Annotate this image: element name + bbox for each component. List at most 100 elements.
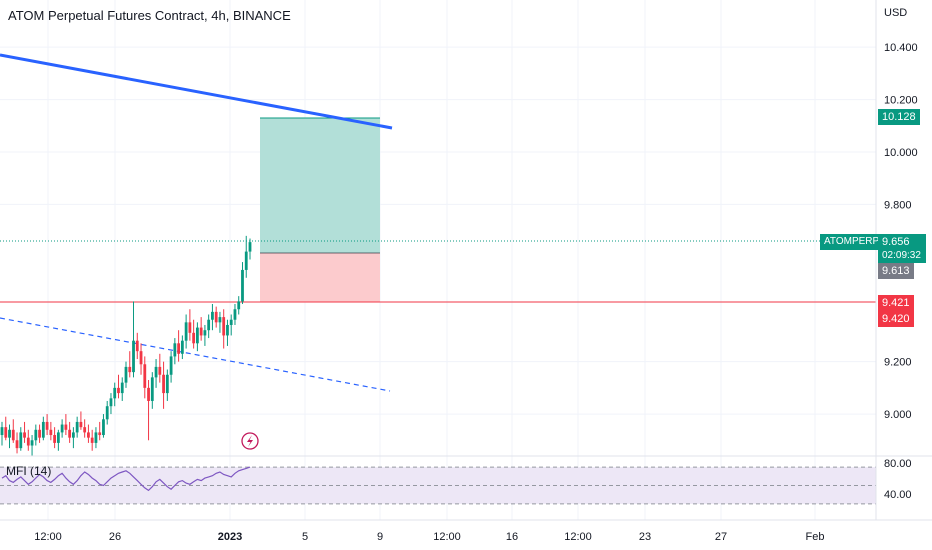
price-tick-label: 10.400: [884, 42, 918, 54]
time-tick-label: 16: [506, 531, 518, 543]
time-tick-label: 23: [639, 531, 651, 543]
candle-body: [56, 432, 60, 443]
time-tick-label: 27: [715, 531, 727, 543]
candle-body: [98, 432, 102, 436]
candle-body: [94, 432, 98, 443]
time-tick-label: 26: [109, 531, 121, 543]
candle-body: [102, 419, 105, 436]
candle-body: [222, 317, 226, 336]
candle-body: [64, 424, 68, 430]
candle-body: [188, 322, 192, 333]
mfi-indicator-label[interactable]: MFI (14): [6, 464, 52, 478]
target-price-badge: 10.128: [878, 109, 920, 125]
candle-body: [68, 429, 72, 438]
candle-body: [26, 437, 30, 446]
candle-body: [8, 429, 11, 438]
mfi-pane: [0, 466, 876, 505]
candle-body: [75, 421, 79, 433]
price-tick-label: 10.200: [884, 95, 918, 107]
last-price-badge: 9.656: [878, 234, 926, 250]
trendline-dashed[interactable]: [0, 317, 391, 392]
chart-grid: [0, 0, 876, 520]
candle-body: [105, 406, 109, 420]
candle-body: [147, 387, 150, 401]
candle-body: [241, 269, 244, 302]
price-tick-label: 9.000: [884, 409, 912, 421]
candle-body: [53, 435, 57, 443]
candle-body: [184, 322, 188, 341]
candle-body: [244, 251, 248, 270]
symbol-badge: ATOMPERP: [820, 234, 884, 250]
candle-body: [19, 432, 23, 449]
candle-body: [45, 421, 49, 430]
candle-body: [158, 366, 162, 375]
candle-body: [11, 429, 15, 441]
candle-body: [117, 387, 120, 394]
time-tick-label: 9: [377, 531, 383, 543]
trendline-solid[interactable]: [0, 53, 393, 130]
candle-body: [23, 432, 26, 438]
candle-body: [154, 366, 158, 378]
candle-body: [128, 366, 132, 373]
candle-body: [162, 374, 165, 394]
candle-body: [218, 317, 222, 323]
candle-body: [237, 301, 241, 310]
candle-body: [248, 242, 252, 252]
candle-body: [120, 382, 124, 394]
candle-body: [177, 343, 181, 354]
entry-price-badge: 9.613: [878, 263, 914, 279]
candle-body: [211, 311, 214, 320]
candle-body: [90, 437, 94, 443]
candle-body: [143, 364, 147, 388]
candle-body: [49, 429, 53, 436]
long-position-tool[interactable]: [260, 117, 380, 302]
time-axis[interactable]: 12:00 26 2023 5 9 12:00 16 12:00 23 27 Feb: [34, 531, 824, 543]
candle-body: [169, 356, 173, 375]
candle-body: [132, 340, 135, 373]
currency-label: USD: [884, 7, 908, 19]
mfi-tick-label: 40.00: [884, 489, 912, 501]
candle-body: [165, 374, 169, 394]
candle-body: [203, 330, 207, 336]
time-tick-label: 12:00: [433, 531, 461, 543]
candle-body: [79, 421, 83, 428]
candle-body: [87, 432, 90, 438]
candle-body: [207, 319, 211, 331]
candle-body: [60, 424, 64, 433]
time-tick-label: 12:00: [564, 531, 592, 543]
mfi-tick-label: 80.00: [884, 458, 912, 470]
price-axis[interactable]: 10.400 10.200 10.000 9.800 9.200 9.000 80.00 40…: [884, 42, 918, 501]
candle-body: [135, 340, 139, 352]
candle-body: [109, 398, 113, 407]
candlestick-series: [0, 235, 252, 456]
candle-body: [226, 324, 229, 336]
bar-countdown-badge: 02:09:32: [878, 248, 926, 263]
candle-body: [139, 351, 143, 365]
candle-body: [199, 327, 203, 336]
time-tick-label: Feb: [806, 531, 825, 543]
dividend-event-icon[interactable]: [241, 432, 259, 450]
candle-body: [124, 366, 128, 383]
candle-body: [71, 432, 75, 438]
candle-body: [83, 427, 87, 433]
candle-body: [150, 377, 154, 401]
candle-body: [15, 440, 19, 449]
candle-body: [113, 387, 117, 399]
loss-zone[interactable]: [260, 253, 380, 302]
candle-body: [180, 340, 184, 354]
stop-price-badge-lower: 9.420: [878, 311, 914, 327]
mfi-line: [1, 466, 251, 492]
candle-body: [173, 343, 177, 357]
time-tick-label: 12:00: [34, 531, 62, 543]
time-tick-label: 2023: [218, 531, 242, 543]
candle-body: [34, 429, 38, 441]
profit-zone[interactable]: [260, 118, 380, 253]
candle-body: [192, 332, 196, 344]
candle-body: [0, 427, 4, 436]
candle-body: [195, 327, 199, 344]
candle-body: [4, 427, 8, 438]
chart-title: ATOM Perpetual Futures Contract, 4h, BIN…: [8, 8, 291, 23]
candle-body: [38, 429, 41, 438]
stop-price-badge-upper: 9.421: [878, 295, 914, 311]
